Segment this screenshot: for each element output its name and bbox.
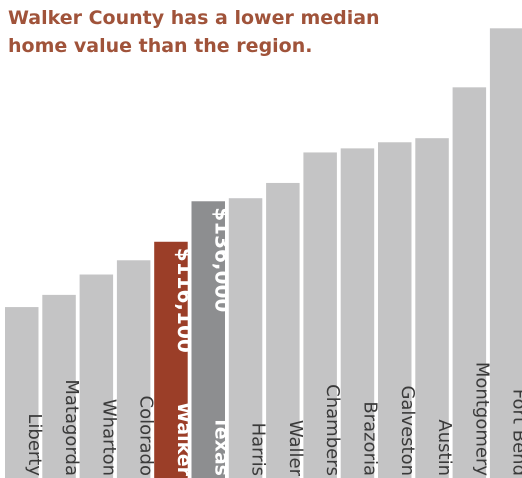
category-label-chambers: Chambers — [322, 384, 343, 476]
bar-harris — [228, 198, 263, 478]
category-label-austin: Austin — [434, 419, 455, 476]
bar-fort-bend — [489, 28, 522, 478]
category-label-fort-bend: Fort Bend — [509, 389, 522, 476]
bar-galveston — [378, 142, 412, 478]
category-label-waller: Waller — [285, 420, 306, 477]
bar-texas — [191, 201, 225, 478]
chart-title: Walker County has a lower median home va… — [8, 4, 408, 60]
bar-walker — [154, 241, 188, 478]
bar-liberty — [5, 307, 39, 478]
bar-montgomery — [452, 87, 487, 478]
bar-wharton — [79, 274, 114, 478]
category-label-texas: Texas — [210, 416, 232, 476]
bar-austin — [415, 138, 449, 478]
bar-chambers — [303, 152, 337, 478]
category-label-wharton: Wharton — [98, 399, 119, 476]
chart-title-line-2: home value than the region. — [8, 35, 313, 57]
category-label-harris: Harris — [248, 423, 269, 476]
category-label-liberty: Liberty — [24, 413, 45, 476]
category-label-galveston: Galveston — [397, 385, 418, 476]
category-label-brazoria: Brazoria — [359, 401, 380, 476]
bar-brazoria — [340, 148, 375, 478]
category-label-walker: Walker — [173, 402, 195, 477]
category-label-montgomery: Montgomery — [471, 362, 492, 476]
category-label-matagorda: Matagorda — [61, 379, 82, 476]
bar-waller — [266, 182, 300, 478]
bar-matagorda — [42, 294, 76, 478]
category-label-colorado: Colorado — [136, 396, 157, 476]
chart-title-line-1: Walker County has a lower median — [8, 7, 380, 29]
bar-colorado — [116, 260, 151, 478]
